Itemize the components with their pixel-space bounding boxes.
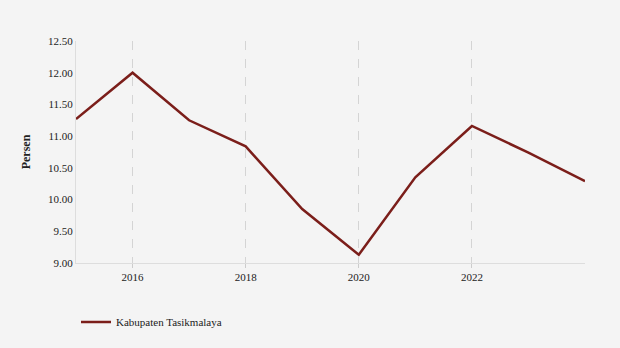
svg-text:12.00: 12.00 <box>48 67 73 79</box>
svg-text:2018: 2018 <box>235 271 257 283</box>
svg-text:11.00: 11.00 <box>48 130 73 142</box>
svg-text:11.50: 11.50 <box>48 98 73 110</box>
svg-text:12.50: 12.50 <box>48 35 73 47</box>
svg-text:9.00: 9.00 <box>54 257 74 269</box>
svg-text:Kabupaten Tasikmalaya: Kabupaten Tasikmalaya <box>116 316 222 328</box>
svg-text:2022: 2022 <box>461 271 483 283</box>
svg-text:2020: 2020 <box>348 271 371 283</box>
svg-text:10.00: 10.00 <box>48 193 73 205</box>
svg-text:9.50: 9.50 <box>54 225 74 237</box>
svg-text:2016: 2016 <box>122 271 145 283</box>
svg-text:Persen: Persen <box>19 134 33 169</box>
svg-text:10.50: 10.50 <box>48 162 73 174</box>
